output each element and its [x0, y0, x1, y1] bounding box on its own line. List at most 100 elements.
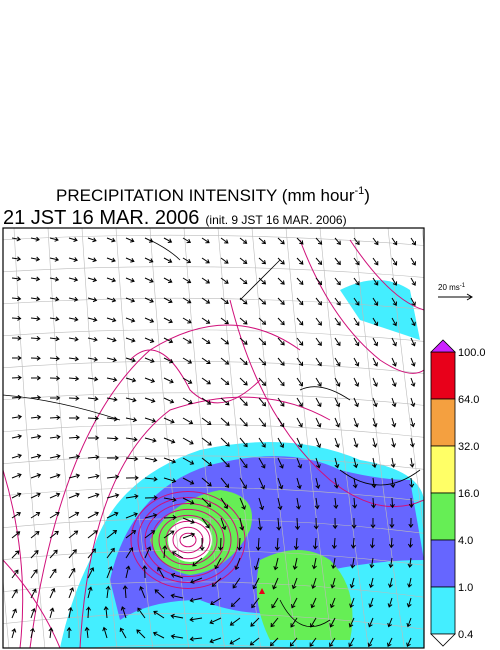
vector-legend-arrow [438, 293, 473, 301]
wind-arrow [49, 453, 61, 459]
wind-arrow [296, 237, 304, 245]
wind-arrow [125, 397, 137, 403]
wind-arrow [68, 336, 79, 342]
wind-arrow [371, 497, 377, 509]
wind-arrow [170, 613, 184, 619]
vector-legend-text: 20 ms [438, 283, 460, 292]
wind-arrow [353, 297, 360, 306]
wind-arrow [229, 617, 241, 626]
graticule-line [13, 228, 46, 648]
wind-arrow [182, 237, 192, 244]
wind-arrow [334, 277, 341, 286]
wind-arrow [290, 617, 298, 628]
wind-arrow [201, 417, 212, 425]
wind-arrow [87, 376, 99, 382]
wind-arrow [315, 317, 322, 326]
wind-arrow [232, 577, 241, 589]
wind-arrow [125, 417, 138, 423]
wind-arrow [209, 617, 222, 625]
wind-arrow [353, 377, 360, 387]
wind-arrow [87, 396, 99, 402]
wind-arrow [30, 434, 42, 440]
wind-arrow [125, 237, 135, 243]
wind-arrow [125, 493, 139, 499]
wind-arrow [125, 436, 138, 442]
wind-arrow [163, 397, 175, 404]
wind-arrow [277, 377, 285, 387]
wind-arrow [49, 276, 60, 282]
graticule-line [353, 228, 405, 648]
wind-arrow [315, 237, 323, 245]
wind-arrow [408, 497, 414, 508]
graticule-line [3, 550, 424, 566]
map-frame [2, 227, 425, 649]
wind-arrow [11, 375, 22, 381]
wind-arrow [211, 577, 222, 587]
wind-arrow [250, 617, 260, 627]
wind-arrow [87, 237, 97, 243]
wind-arrow [296, 457, 303, 469]
wind-arrow [106, 277, 117, 283]
wind-arrow [30, 296, 41, 302]
wind-arrow [258, 337, 267, 346]
wind-arrow [390, 457, 396, 468]
wind-arrow [163, 377, 174, 384]
wind-arrow [410, 257, 416, 266]
wind-arrow [334, 457, 340, 469]
wind-arrow [144, 530, 156, 539]
wind-arrow [87, 297, 98, 303]
wind-arrow [142, 565, 148, 579]
wind-arrow [201, 377, 211, 385]
wind-arrow [220, 437, 230, 447]
wind-arrow [106, 566, 113, 579]
graticule-line [285, 228, 333, 648]
colorbar-segment [430, 539, 456, 588]
isobar [79, 396, 331, 648]
wind-arrow [371, 477, 377, 489]
wind-arrow [49, 395, 61, 401]
wind-arrow [106, 377, 118, 383]
wind-arrow [389, 517, 395, 529]
wind-arrow [30, 395, 42, 401]
wind-arrow [372, 317, 379, 327]
wind-arrow [239, 357, 248, 366]
wind-arrow [68, 511, 80, 519]
marker [259, 588, 265, 594]
wind-arrow [189, 597, 203, 603]
wind-arrow [125, 277, 135, 283]
wind-arrow [391, 317, 397, 327]
wind-arrow [68, 395, 80, 401]
wind-arrow [87, 337, 98, 342]
wind-arrow [289, 637, 298, 647]
wind-arrow [163, 357, 174, 364]
wind-arrow [11, 531, 21, 539]
wind-arrow [274, 537, 280, 551]
wind-arrow [258, 417, 266, 428]
wind-arrow [87, 356, 99, 362]
wind-arrow [125, 337, 136, 343]
wind-arrow [277, 337, 285, 346]
wind-arrow [119, 627, 127, 639]
wind-arrow [85, 606, 92, 619]
wind-arrow [277, 317, 285, 326]
wind-arrow [249, 637, 260, 646]
wind-arrow [410, 317, 416, 327]
wind-arrow [11, 608, 18, 619]
wind-arrow [388, 537, 394, 549]
wind-arrow [296, 337, 304, 346]
wind-arrow [218, 537, 224, 551]
wind-arrow [125, 317, 136, 323]
wind-arrow [49, 473, 61, 479]
wind-arrow [372, 437, 378, 448]
colorbar-segment [430, 351, 456, 400]
wind-arrow [68, 454, 81, 460]
wind-arrow [220, 357, 230, 365]
wind-arrow [257, 517, 263, 531]
wind-arrow [239, 477, 247, 490]
graticule-line [3, 266, 424, 278]
wind-arrow [239, 237, 248, 244]
wind-arrow [348, 617, 355, 628]
wind-arrow [144, 237, 154, 243]
wind-arrow [292, 557, 298, 570]
wind-arrow [68, 473, 81, 479]
